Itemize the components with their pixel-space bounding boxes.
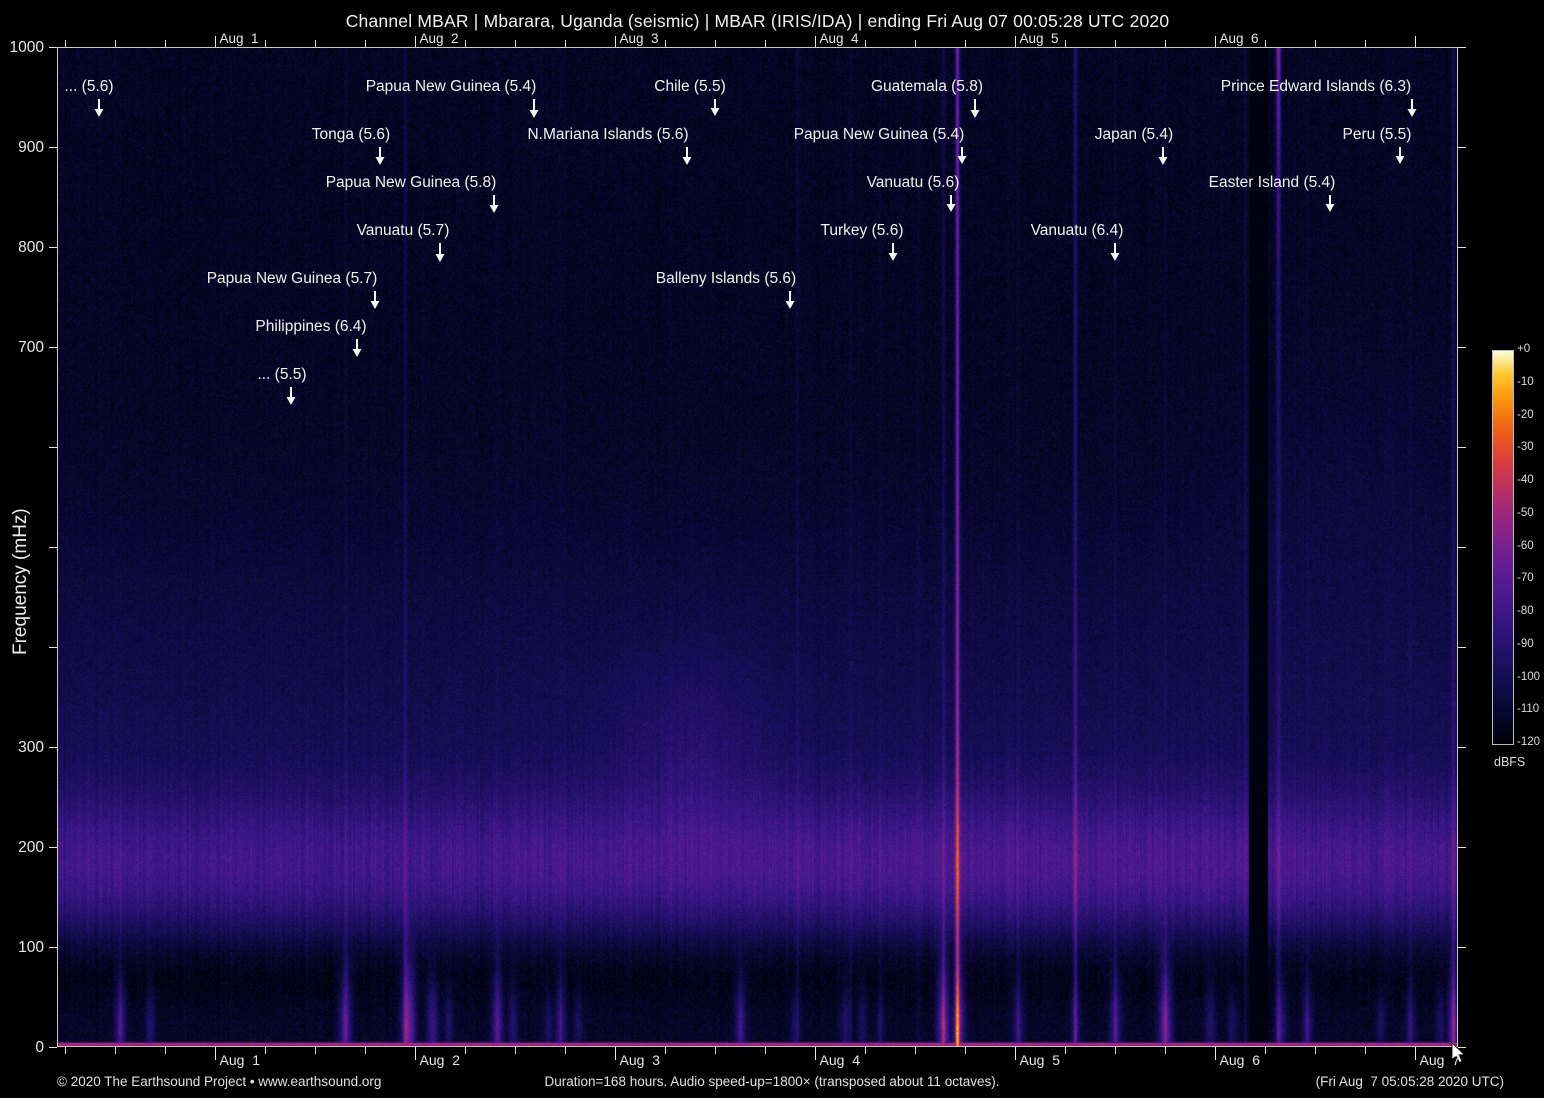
- colorbar-tick-label: -70: [1517, 572, 1534, 585]
- annotation-arrow-head: [957, 156, 967, 164]
- event-annotation: Vanuatu (6.4): [1030, 222, 1124, 239]
- event-annotation: Chile (5.5): [654, 78, 726, 95]
- x-tick-label-bottom: Aug 2: [419, 1052, 460, 1068]
- event-annotation: Balleny Islands (5.6): [655, 270, 797, 287]
- annotation-arrow-head: [682, 157, 692, 165]
- event-annotation: Papua New Guinea (5.8): [325, 174, 497, 191]
- annotation-arrow-head: [286, 397, 296, 405]
- y-tick-label: 100: [18, 938, 44, 956]
- event-annotation: N.Mariana Islands (5.6): [527, 126, 689, 143]
- mouse-cursor-icon: [1451, 1042, 1466, 1064]
- x-tick-label-top: Aug 5: [1019, 31, 1059, 46]
- annotation-arrow-head: [94, 109, 104, 117]
- x-tick-label-top: Aug 6: [1219, 31, 1259, 46]
- event-annotation: Prince Edward Islands (6.3): [1220, 78, 1412, 95]
- event-annotation: Papua New Guinea (5.7): [206, 270, 378, 287]
- annotation-arrow-head: [375, 157, 385, 165]
- colorbar-tick-label: -110: [1517, 703, 1540, 716]
- annotation-arrow-head: [435, 254, 445, 262]
- annotation-arrow-head: [1407, 109, 1417, 117]
- spectrogram-canvas: [57, 47, 1458, 1047]
- event-annotation: Guatemala (5.8): [871, 78, 983, 95]
- y-tick-label: 200: [18, 838, 44, 856]
- x-tick-label-bottom: Aug 4: [819, 1052, 860, 1068]
- event-annotation: Vanuatu (5.6): [866, 174, 960, 191]
- colorbar-tick-label: -90: [1517, 637, 1534, 650]
- event-annotation: ... (5.5): [257, 366, 307, 383]
- footer-duration: Duration=168 hours. Audio speed-up=1800×…: [544, 1074, 1000, 1089]
- x-tick-label-bottom: Aug 7: [1419, 1052, 1460, 1068]
- annotation-arrow-head: [489, 205, 499, 213]
- event-annotation: Peru (5.5): [1342, 126, 1412, 143]
- y-tick-label: 700: [18, 338, 44, 356]
- colorbar-tick-label: -20: [1517, 408, 1534, 421]
- colorbar-tick-label: -50: [1517, 506, 1534, 519]
- x-tick-label-top: Aug 4: [819, 31, 859, 46]
- y-tick-label: 800: [18, 238, 44, 256]
- event-annotation: Easter Island (5.4): [1208, 174, 1336, 191]
- y-tick-label: 0: [35, 1038, 44, 1056]
- colorbar-tick-label: -120: [1517, 736, 1541, 748]
- x-tick-label-bottom: Aug 6: [1219, 1052, 1260, 1068]
- event-annotation: ... (5.6): [64, 78, 114, 95]
- y-tick-label: 900: [18, 138, 44, 156]
- colorbar-tick-label: -100: [1517, 670, 1541, 683]
- x-tick-label-top: Aug 2: [419, 31, 459, 46]
- mouse-cursor-shape: [1451, 1042, 1466, 1064]
- annotation-arrow-head: [970, 110, 980, 118]
- page-title: Channel MBAR | Mbarara, Uganda (seismic)…: [345, 11, 1170, 31]
- x-tick-label-top: Aug 1: [219, 31, 259, 46]
- footer-copyright: © 2020 The Earthsound Project • www.eart…: [57, 1074, 382, 1089]
- colorbar-tick-label: -10: [1517, 375, 1534, 388]
- event-annotation: Vanuatu (5.7): [356, 222, 450, 239]
- event-annotation: Japan (5.4): [1094, 126, 1174, 143]
- colorbar-tick-label: -30: [1517, 441, 1534, 454]
- event-annotation: Papua New Guinea (5.4): [365, 78, 537, 95]
- colorbar-tick-label: +0: [1517, 343, 1531, 355]
- x-tick-label-bottom: Aug 5: [1019, 1052, 1060, 1068]
- annotation-arrow-head: [710, 108, 720, 116]
- y-tick-label: 1000: [9, 38, 44, 56]
- annotation-arrow-head: [888, 253, 898, 261]
- x-tick-label-bottom: Aug 1: [219, 1052, 260, 1068]
- annotation-arrow-head: [370, 301, 380, 309]
- event-annotation: Tonga (5.6): [311, 126, 391, 143]
- annotation-arrow-head: [946, 204, 956, 212]
- colorbar-unit: dBFS: [1494, 755, 1526, 769]
- annotation-arrow-head: [1110, 253, 1120, 261]
- x-tick-label-top: Aug 3: [619, 31, 659, 46]
- colorbar-tick-label: -60: [1517, 539, 1534, 552]
- annotation-arrow-head: [1158, 157, 1168, 165]
- event-annotation: Turkey (5.6): [820, 222, 904, 239]
- plot-border: [57, 47, 1458, 1047]
- event-annotation: Papua New Guinea (5.4): [793, 126, 965, 143]
- annotation-arrow-head: [785, 301, 795, 309]
- annotation-arrow-head: [352, 349, 362, 357]
- colorbar: [1492, 350, 1514, 745]
- footer-timestamp: (Fri Aug 7 05:05:28 2020 UTC): [1315, 1074, 1504, 1089]
- annotation-arrow-head: [529, 110, 539, 118]
- colorbar-tick-label: -80: [1517, 605, 1534, 617]
- annotation-arrow-head: [1325, 204, 1335, 212]
- y-tick-label: 300: [18, 738, 44, 756]
- x-tick-label-bottom: Aug 3: [619, 1052, 660, 1068]
- annotation-arrow-head: [1395, 156, 1405, 164]
- colorbar-tick-label: -40: [1517, 474, 1534, 486]
- event-annotation: Philippines (6.4): [255, 318, 367, 335]
